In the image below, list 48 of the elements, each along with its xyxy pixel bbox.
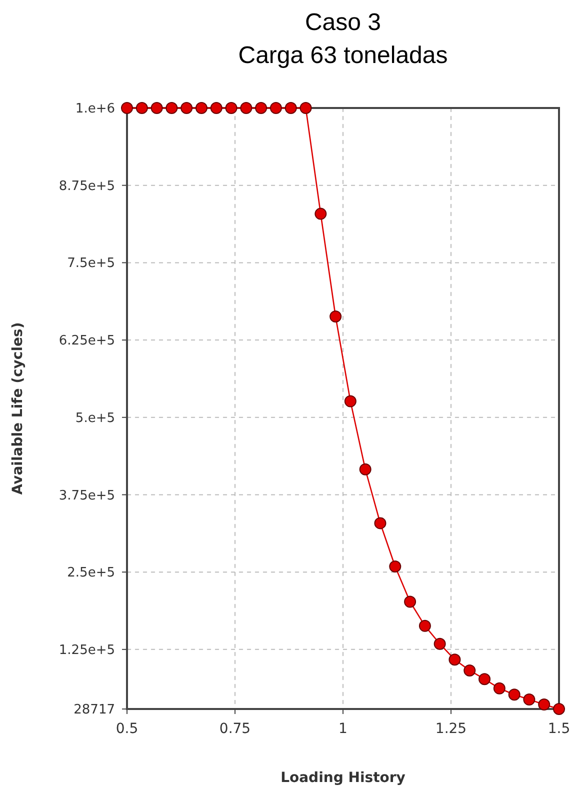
y-tick-label: 2.5e+5 <box>67 566 115 581</box>
point <box>359 463 372 476</box>
y-tick-label: 6.25e+5 <box>58 334 115 349</box>
point <box>434 638 446 650</box>
y-tick-label: 1.e+6 <box>75 102 115 117</box>
point <box>523 694 536 706</box>
y-tick-label: 1.25e+5 <box>58 642 115 658</box>
point <box>195 102 208 114</box>
point <box>255 102 268 114</box>
x-tick-label: 1 <box>338 721 348 737</box>
x-axis-title: Loading History <box>280 770 406 786</box>
point <box>464 664 476 676</box>
x-tick-label: 0.75 <box>219 721 251 737</box>
point <box>493 682 506 694</box>
point <box>538 698 550 710</box>
x-tick-label: 0.5 <box>116 721 138 737</box>
x-tick-label: 1.5 <box>548 721 570 737</box>
point <box>180 102 193 114</box>
point <box>225 102 238 114</box>
point <box>166 102 178 114</box>
y-tick-label: 8.75e+5 <box>58 178 115 194</box>
point <box>314 208 327 220</box>
point <box>404 596 416 608</box>
point <box>270 102 282 114</box>
y-tick-label: 3.75e+5 <box>58 488 115 504</box>
point <box>508 688 520 701</box>
point <box>240 102 252 114</box>
point <box>389 560 402 573</box>
point <box>150 102 163 114</box>
point <box>344 395 356 408</box>
y-tick-label: 5.e+5 <box>75 410 115 426</box>
y-tick-label: 7.5e+5 <box>67 256 115 272</box>
point <box>448 654 461 666</box>
y-axis-title: Available Life (cycles) <box>10 322 26 495</box>
chart-title: Caso 3 <box>304 9 382 36</box>
point <box>478 673 491 686</box>
point <box>284 102 297 114</box>
point <box>121 102 133 114</box>
point <box>553 703 565 715</box>
chart-subtitle: Carga 63 toneladas <box>238 42 448 69</box>
point <box>136 102 148 114</box>
y-tick-label: 28717 <box>74 702 115 718</box>
point <box>300 102 312 114</box>
point <box>210 102 222 114</box>
point <box>374 517 386 530</box>
point <box>330 310 342 323</box>
point <box>418 620 431 632</box>
x-tick-label: 1.25 <box>435 721 467 737</box>
